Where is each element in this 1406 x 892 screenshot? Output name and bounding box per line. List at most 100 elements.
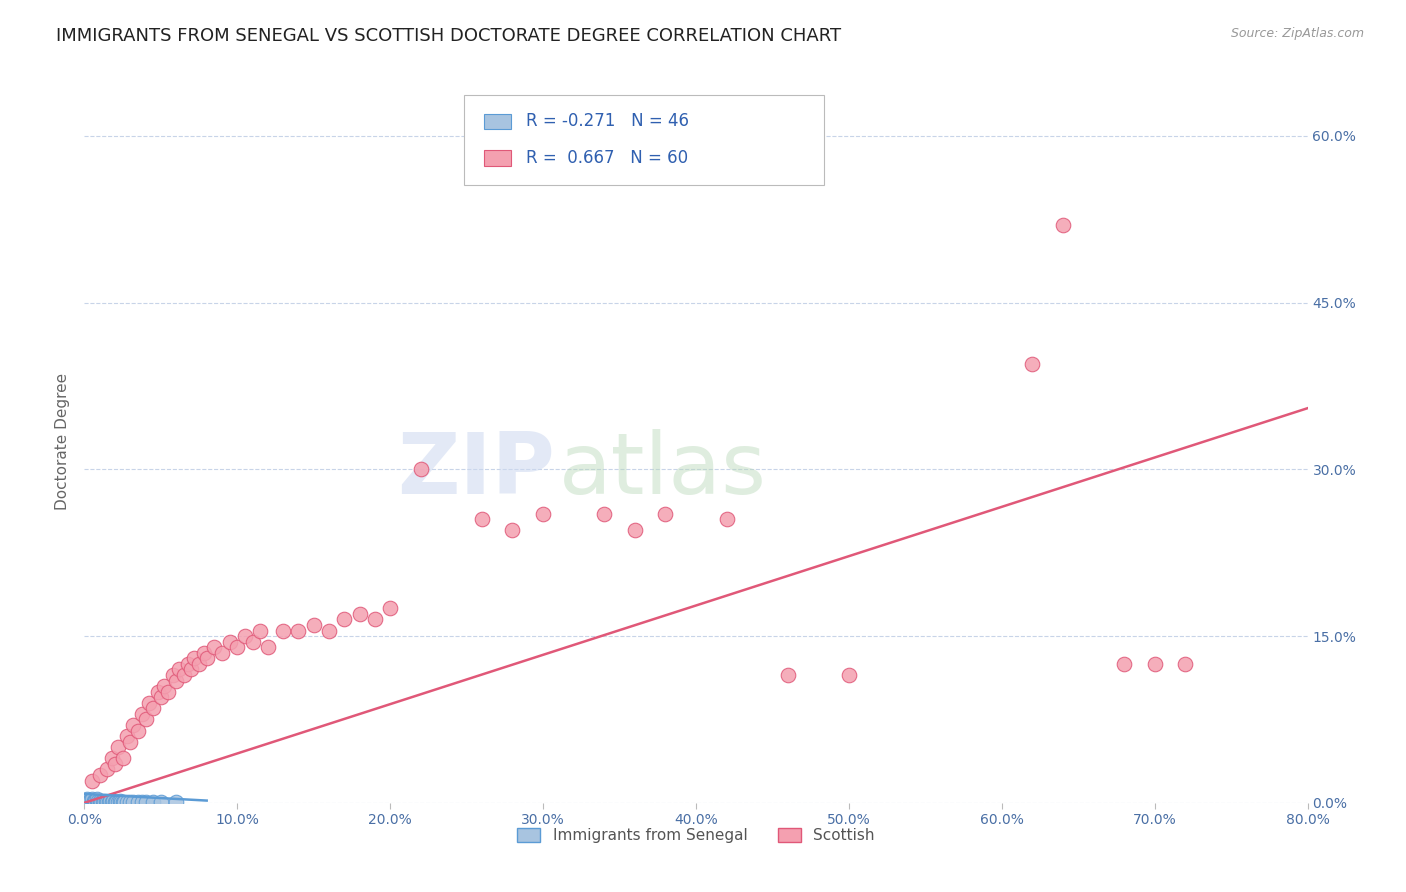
Point [471,512,494,526]
FancyBboxPatch shape [484,113,512,129]
Point [111,751,134,765]
Point [202,640,225,655]
Point [86,795,108,809]
Point [115,795,138,809]
Point [112,795,135,809]
Point [149,690,172,705]
Point [135,713,157,727]
Point [624,524,647,538]
Point [1052,218,1074,232]
Point [105,795,128,809]
Point [115,729,138,743]
Point [77,795,100,809]
Point [89,795,111,809]
Point [165,795,187,809]
Point [257,640,280,655]
Point [80,773,103,788]
Point [142,701,165,715]
Legend: Immigrants from Senegal, Scottish: Immigrants from Senegal, Scottish [512,822,880,849]
Point [177,657,200,671]
Point [776,668,799,682]
Point [165,673,187,688]
Text: R =  0.667   N = 60: R = 0.667 N = 60 [526,149,688,167]
Point [226,640,249,655]
Point [364,612,387,626]
Point [131,706,153,721]
Point [104,795,127,809]
Point [75,794,97,808]
Point [77,794,100,808]
Point [86,792,108,806]
Point [127,723,149,738]
Point [96,763,118,777]
FancyBboxPatch shape [464,95,824,185]
Point [173,668,195,682]
Point [93,795,115,809]
Point [103,794,125,808]
Point [716,512,738,526]
Point [531,507,554,521]
Point [84,794,107,808]
Point [87,795,110,809]
Point [157,684,180,698]
Point [593,507,616,521]
Point [89,794,111,808]
Point [349,607,371,621]
Point [138,696,160,710]
Point [90,795,112,809]
Point [89,768,111,782]
Point [75,795,97,809]
Point [76,795,98,809]
Point [249,624,271,638]
Point [76,792,98,806]
Point [162,668,184,682]
Point [333,612,356,626]
Point [131,795,153,809]
Point [287,624,309,638]
Point [318,624,340,638]
Point [94,794,117,808]
Point [87,794,110,808]
Point [104,756,127,771]
Point [193,646,215,660]
Text: ZIP: ZIP [398,429,555,512]
Point [149,795,172,809]
Point [79,795,101,809]
Point [80,792,103,806]
Point [233,629,256,643]
Point [108,794,131,808]
Point [79,794,101,808]
Point [180,662,202,676]
Point [96,795,118,809]
Point [146,684,169,698]
Point [188,657,211,671]
Point [302,618,325,632]
Point [502,524,524,538]
Point [120,734,142,748]
Point [127,795,149,809]
Point [84,795,107,809]
Point [242,634,264,648]
Point [101,795,124,809]
Point [271,624,294,638]
Text: R = -0.271   N = 46: R = -0.271 N = 46 [526,112,689,130]
Point [135,795,157,809]
Point [409,462,432,476]
Point [80,795,103,809]
Point [122,795,145,809]
Point [91,794,114,808]
Point [1143,657,1166,671]
FancyBboxPatch shape [484,150,512,166]
Point [97,795,120,809]
Point [183,651,205,665]
Point [120,795,142,809]
Point [101,751,124,765]
Point [1174,657,1197,671]
Text: atlas: atlas [560,429,766,512]
Point [122,718,145,732]
Text: Source: ZipAtlas.com: Source: ZipAtlas.com [1230,27,1364,40]
Point [110,795,132,809]
Point [1021,357,1043,371]
Y-axis label: Doctorate Degree: Doctorate Degree [55,373,70,510]
Point [153,679,176,693]
